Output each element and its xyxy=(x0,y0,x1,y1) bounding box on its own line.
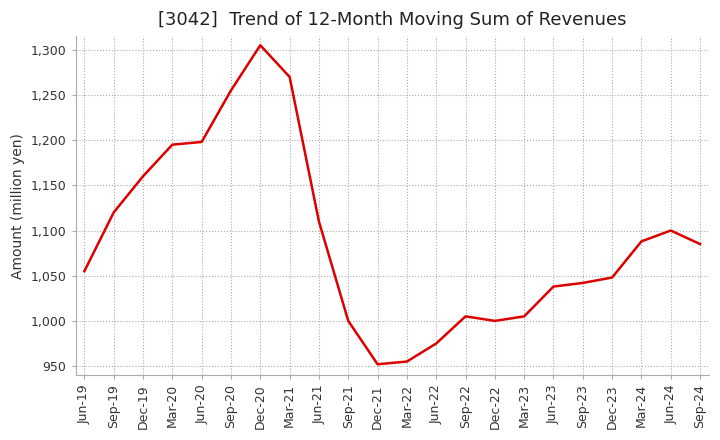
Y-axis label: Amount (million yen): Amount (million yen) xyxy=(11,133,25,279)
Title: [3042]  Trend of 12-Month Moving Sum of Revenues: [3042] Trend of 12-Month Moving Sum of R… xyxy=(158,11,626,29)
